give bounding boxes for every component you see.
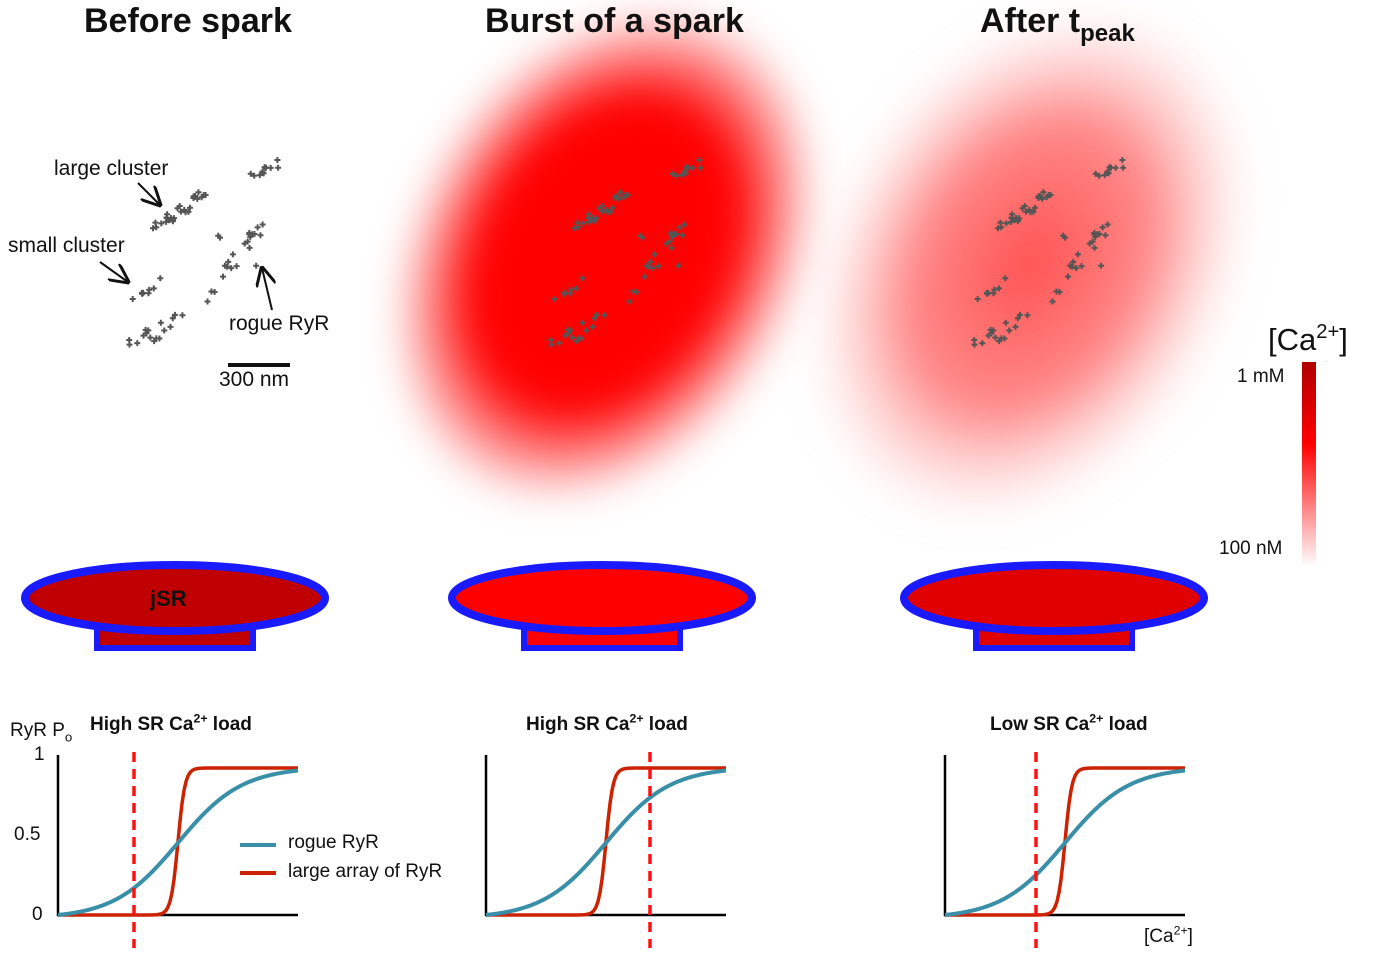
- scale-label: 300 nm: [219, 368, 289, 392]
- plot-title: High SR Ca2+ load: [526, 714, 688, 736]
- colorbar-label: 100 nM: [1219, 538, 1282, 560]
- colorbar-title: [Ca2+]: [1268, 322, 1348, 358]
- x-label: [Ca2+]: [1144, 926, 1193, 948]
- text: [Ca: [1268, 322, 1316, 357]
- ryr-dot: [167, 324, 173, 330]
- text: High SR Ca: [90, 714, 193, 735]
- colorbar-label: 1 mM: [1237, 366, 1285, 388]
- rogue-curve: [945, 771, 1185, 915]
- ryr-dot: [150, 225, 156, 231]
- y-tick-label: 0: [32, 904, 43, 926]
- ryr-dot: [147, 335, 153, 341]
- ryr-dot: [205, 298, 211, 304]
- ryr-dot: [230, 251, 236, 257]
- jsr-body: [452, 565, 752, 631]
- text: RyR P: [10, 720, 65, 741]
- jsr-shapes: [25, 565, 1204, 648]
- title-sub: peak: [1080, 20, 1135, 47]
- ryr-dot: [158, 320, 164, 326]
- ryr-dot: [126, 337, 132, 343]
- text: load: [644, 714, 688, 735]
- ryr-dot: [257, 232, 263, 238]
- annotation: small cluster: [8, 234, 125, 258]
- plots: [58, 752, 1185, 948]
- ryr-dot: [139, 291, 145, 297]
- annotation: large cluster: [54, 157, 168, 181]
- ryr-dot: [275, 165, 281, 171]
- text: [Ca: [1144, 926, 1174, 947]
- residual-cloud: [719, 0, 1340, 603]
- legend-label: large array of RyR: [288, 861, 442, 883]
- figure-graphics: [0, 0, 1373, 953]
- sup: 2+: [1316, 321, 1339, 343]
- jsr-body: [904, 565, 1204, 631]
- plot-title: Low SR Ca2+ load: [990, 714, 1148, 736]
- arrow: [138, 183, 160, 205]
- text: High SR Ca: [526, 714, 629, 735]
- figure: Before spark Burst of a spark After tpea…: [0, 0, 1373, 953]
- text: load: [208, 714, 252, 735]
- title-text: After t: [980, 2, 1080, 40]
- arrow: [100, 262, 128, 282]
- text: Low SR Ca: [990, 714, 1089, 735]
- ryr-dot: [161, 328, 167, 334]
- sub: o: [65, 729, 72, 744]
- ryr-dot: [134, 340, 140, 346]
- sup: 2+: [1089, 712, 1103, 726]
- ryr-dot: [208, 289, 214, 295]
- sup: 2+: [1174, 924, 1188, 938]
- rogue-curve: [58, 771, 298, 915]
- ryr-dot: [247, 245, 253, 251]
- sup: 2+: [629, 712, 643, 726]
- ryr-dot: [179, 312, 185, 318]
- ryr-dot: [253, 263, 259, 269]
- colorbar: [1302, 362, 1316, 567]
- arrow: [262, 268, 272, 310]
- sup: 2+: [193, 712, 207, 726]
- panel-title: Before spark: [84, 2, 292, 41]
- text: ]: [1339, 322, 1348, 357]
- text: ]: [1188, 926, 1193, 947]
- panel-title: Burst of a spark: [485, 2, 744, 41]
- ryr-dot: [274, 157, 280, 163]
- legend-label: rogue RyR: [288, 832, 379, 854]
- panel-title: After tpeak: [980, 2, 1135, 41]
- ryr-dot: [152, 220, 158, 226]
- ryr-dot: [157, 275, 163, 281]
- ryr-dot: [234, 263, 240, 269]
- annotation: rogue RyR: [229, 312, 329, 336]
- y-label: RyR Po: [10, 720, 72, 742]
- text: load: [1103, 714, 1147, 735]
- y-tick-label: 1: [34, 744, 45, 766]
- ryr-dot: [195, 189, 201, 195]
- jsr-label: jSR: [150, 586, 187, 612]
- ryr-dot: [220, 274, 226, 280]
- y-tick-label: 0.5: [14, 824, 40, 846]
- plot-title: High SR Ca2+ load: [90, 714, 252, 736]
- rogue-curve: [486, 771, 726, 915]
- ryr-dot: [130, 296, 136, 302]
